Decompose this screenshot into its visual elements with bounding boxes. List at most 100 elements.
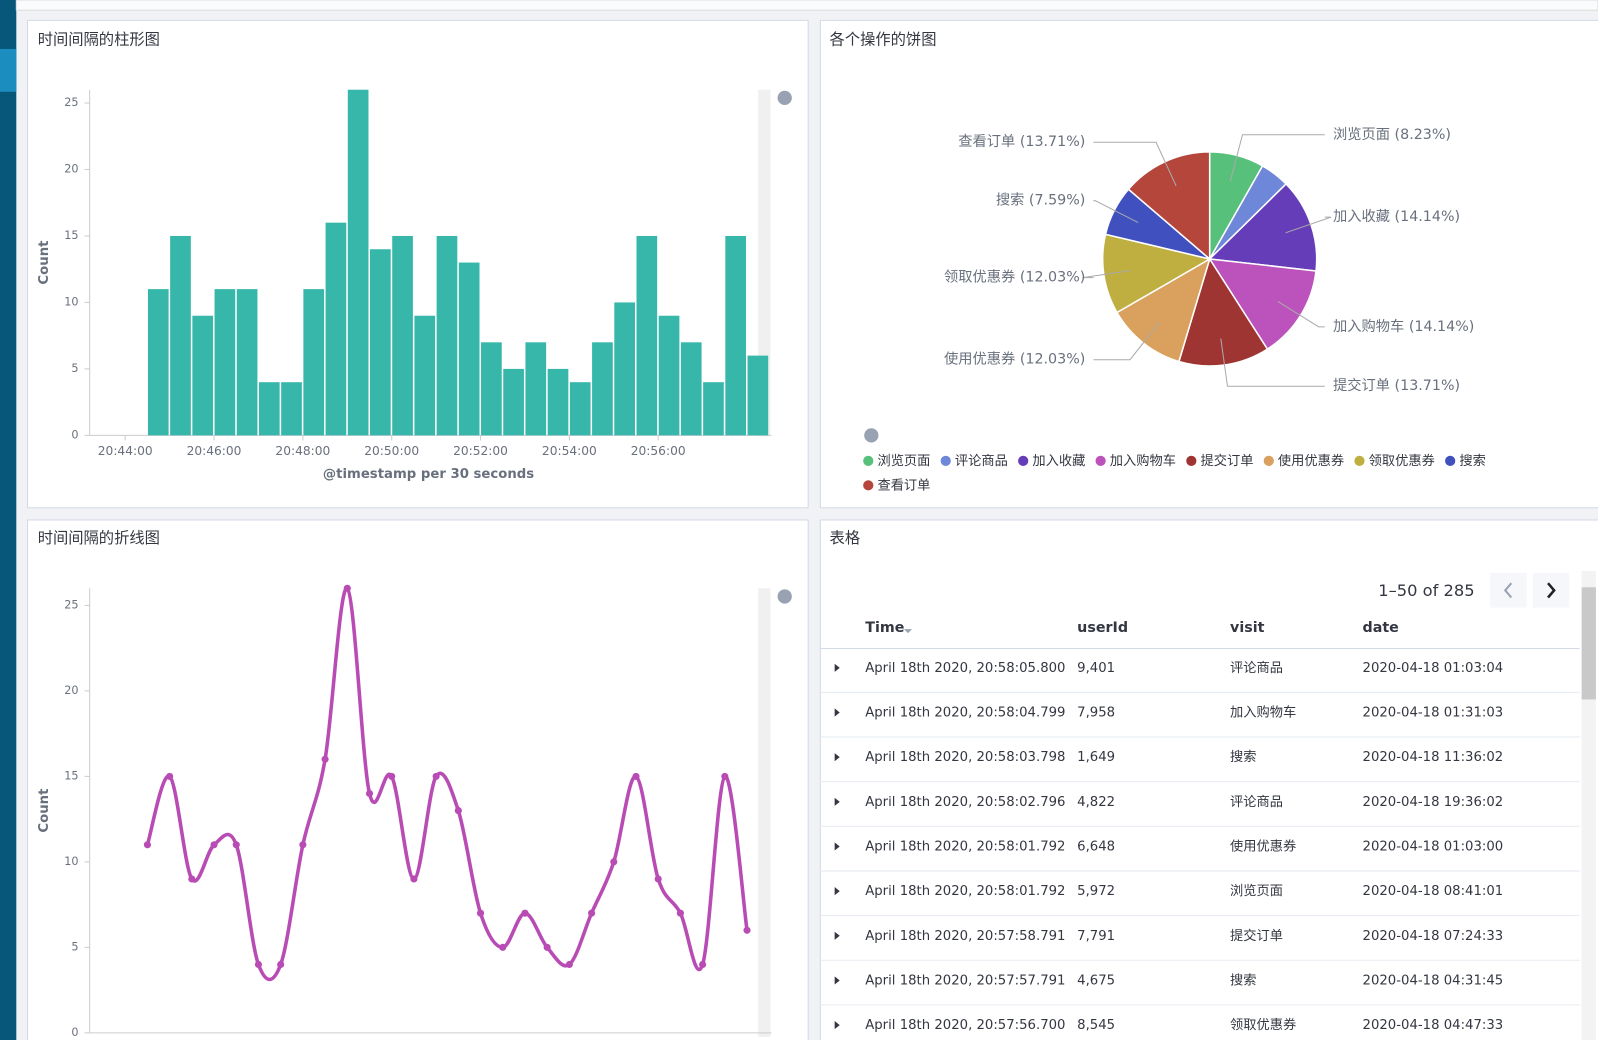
cell: 2020-04-18 11:36:02 [1363, 750, 1504, 765]
point [343, 584, 351, 592]
y-tick-label: 20 [64, 162, 78, 175]
cell: 加入购物车 [1230, 703, 1296, 720]
point [254, 960, 263, 969]
prev-icon [1503, 582, 1513, 599]
expand-icon [834, 1021, 840, 1030]
bar [725, 235, 747, 436]
top-bar [15, 0, 1598, 11]
cell: 2020-04-18 08:41:01 [1363, 884, 1504, 899]
label-line [1277, 300, 1325, 328]
cell: 使用优惠券 [1230, 837, 1296, 854]
x-tick-label: 20:54:00 [542, 444, 597, 458]
legend-swatch [1445, 455, 1456, 466]
expand-icon [834, 708, 840, 717]
cell: 9,401 [1077, 661, 1115, 676]
point [166, 772, 174, 780]
sort-icon [903, 629, 913, 634]
bar [347, 89, 369, 436]
legend-label: 提交订单 [1200, 452, 1253, 469]
point [188, 875, 196, 883]
legend-swatch [1095, 455, 1106, 466]
legend-label: 使用优惠券 [1278, 452, 1344, 469]
cell: 2020-04-18 01:03:00 [1363, 839, 1504, 854]
legend-label: 领取优惠券 [1369, 453, 1435, 469]
panel [819, 519, 1598, 1040]
point [210, 841, 218, 849]
expand-icon [834, 842, 840, 851]
legend-toggle[interactable] [777, 589, 792, 604]
column-header: userId [1077, 620, 1128, 636]
cell: 2020-04-18 04:47:33 [1363, 1018, 1504, 1033]
legend-label: 加入收藏 [1032, 453, 1085, 469]
cell: 2020-04-18 07:24:33 [1363, 929, 1504, 944]
bar [614, 302, 635, 436]
point [699, 960, 707, 969]
expand-icon [834, 797, 840, 806]
point [743, 926, 751, 934]
point [365, 789, 374, 798]
pie-label: 提交订单 (13.71%) [1333, 376, 1460, 394]
cell: 浏览页面 [1230, 883, 1283, 899]
pie-label: 搜索 (7.59%) [996, 192, 1085, 209]
x-tick-label: 20:52:00 [453, 444, 508, 458]
expand-icon [834, 753, 840, 762]
label-line [1093, 141, 1177, 187]
x-tick-label: 20:44:00 [98, 444, 153, 458]
point [388, 772, 396, 780]
bar [258, 382, 280, 436]
legend-strip [758, 588, 771, 1037]
prev-page[interactable] [1489, 573, 1527, 608]
bar [147, 289, 169, 436]
x-axis-label: @timestamp per 30 seconds [323, 467, 534, 482]
bar [436, 235, 458, 436]
point [721, 772, 729, 780]
point [588, 909, 596, 917]
bar [192, 315, 214, 436]
legend-swatch [863, 480, 874, 491]
bar [392, 235, 413, 436]
y-tick-label: 15 [64, 769, 78, 782]
pagination: 1–50 of 285 [1378, 581, 1474, 600]
cell: 2020-04-18 04:31:45 [1363, 973, 1504, 988]
column-header: Time [865, 620, 904, 636]
legend-toggle[interactable] [777, 90, 792, 106]
next-page[interactable] [1532, 573, 1570, 608]
cell: 8,545 [1077, 1018, 1115, 1033]
label-line [1220, 338, 1325, 387]
point [654, 875, 662, 883]
expand-icon [834, 663, 840, 672]
bar [592, 342, 613, 436]
point [432, 772, 440, 780]
bar [658, 315, 680, 436]
cell: April 18th 2020, 20:57:57.791 [865, 973, 1065, 988]
point [676, 909, 684, 917]
legend-swatch [1018, 455, 1029, 466]
point [277, 960, 285, 969]
y-tick-label: 25 [64, 96, 78, 109]
legend-toggle[interactable] [864, 428, 879, 443]
panel-title: 表格 [830, 529, 861, 547]
y-tick-label: 5 [71, 940, 78, 953]
y-tick-label: 10 [64, 295, 78, 308]
expand-icon [834, 931, 840, 940]
cell: 1,649 [1077, 750, 1115, 765]
bar [703, 382, 724, 436]
scroll-thumb[interactable] [1581, 587, 1596, 700]
cell: April 18th 2020, 20:58:01.792 [865, 884, 1065, 899]
pie-label: 浏览页面 (8.23%) [1333, 126, 1451, 143]
legend-swatch [940, 455, 951, 466]
y-axis-label: Count [37, 240, 52, 285]
sidebar-active[interactable] [0, 48, 17, 92]
expand-icon [834, 887, 840, 896]
point [543, 943, 551, 951]
bar [525, 342, 547, 436]
point [610, 858, 618, 866]
label-line [1082, 270, 1131, 279]
legend-swatch [1263, 455, 1274, 466]
legend-label: 加入购物车 [1110, 452, 1176, 469]
expand-icon [834, 976, 840, 985]
y-tick-label: 20 [64, 684, 78, 697]
x-tick-label: 20:50:00 [364, 444, 419, 458]
point [321, 755, 329, 763]
